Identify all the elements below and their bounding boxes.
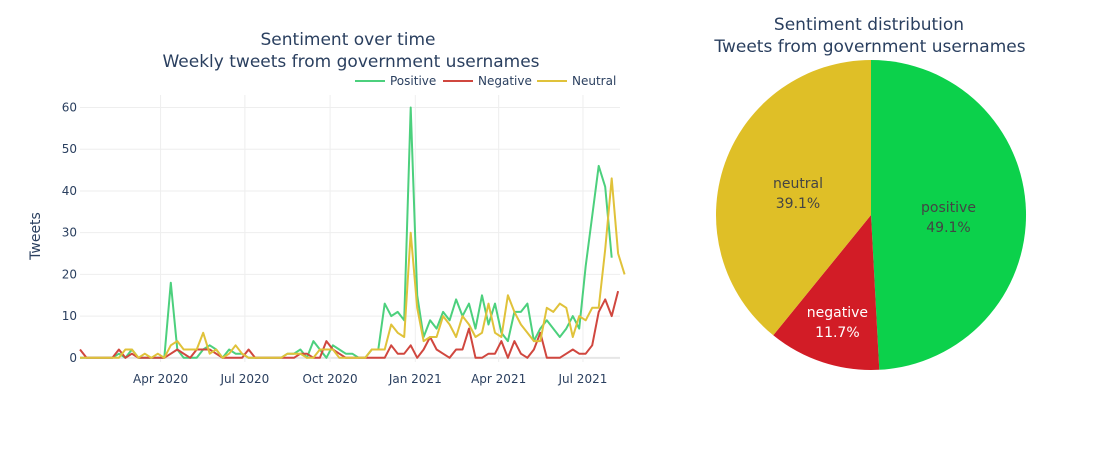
pie-slice-label: negative — [807, 305, 868, 321]
y-tick-label: 0 — [69, 351, 77, 365]
legend-label-positive: Positive — [390, 74, 436, 88]
x-tick-label: Jan 2021 — [388, 372, 442, 386]
y-tick-label: 50 — [62, 142, 77, 156]
line-chart-title: Sentiment over time — [261, 30, 436, 50]
y-axis-title: Tweets — [28, 212, 44, 261]
legend-item-positive[interactable]: Positive — [355, 74, 436, 88]
y-axis-ticks: 0 10 20 30 40 50 60 — [62, 101, 77, 365]
x-tick-label: Jul 2020 — [219, 372, 269, 386]
series-line-neutral[interactable] — [80, 177, 626, 359]
pie-slice-positive[interactable] — [871, 59, 1027, 370]
y-tick-label: 30 — [62, 226, 77, 240]
x-tick-label: Oct 2020 — [303, 372, 358, 386]
x-tick-label: Apr 2020 — [133, 372, 188, 386]
pie-slice-label: neutral — [773, 176, 823, 192]
x-tick-label: Jul 2021 — [558, 372, 608, 386]
legend-item-neutral[interactable]: Neutral — [537, 74, 616, 88]
series-lines — [79, 106, 626, 359]
x-tick-label: Apr 2021 — [471, 372, 526, 386]
gridlines — [80, 95, 620, 362]
legend-label-negative: Negative — [478, 74, 532, 88]
y-tick-label: 40 — [62, 184, 77, 198]
line-chart-subtitle: Weekly tweets from government usernames — [162, 52, 539, 72]
pie-chart-subtitle: Tweets from government usernames — [713, 37, 1025, 57]
y-tick-label: 60 — [62, 101, 77, 115]
pie-chart-title: Sentiment distribution — [774, 15, 964, 35]
pie-slice-percent: 11.7% — [815, 325, 859, 341]
pie-slice-neutral[interactable] — [716, 60, 871, 336]
pie-slice-percent: 39.1% — [776, 196, 820, 212]
legend-label-neutral: Neutral — [572, 74, 616, 88]
line-chart-legend[interactable]: Positive Negative Neutral — [355, 74, 616, 88]
y-tick-label: 20 — [62, 267, 77, 281]
pie-slice-negative[interactable] — [773, 215, 880, 371]
y-tick-label: 10 — [62, 309, 77, 323]
pie-chart: positive 49.1% negative 11.7% neutral 39.1% — [716, 59, 1027, 371]
x-axis-ticks: Apr 2020 Jul 2020 Oct 2020 Jan 2021 Apr 2021… — [133, 372, 607, 386]
series-line-positive[interactable] — [80, 106, 613, 359]
pie-slice-percent: 49.1% — [926, 220, 970, 236]
legend-item-negative[interactable]: Negative — [443, 74, 532, 88]
pie-slice-label: positive — [921, 200, 976, 216]
